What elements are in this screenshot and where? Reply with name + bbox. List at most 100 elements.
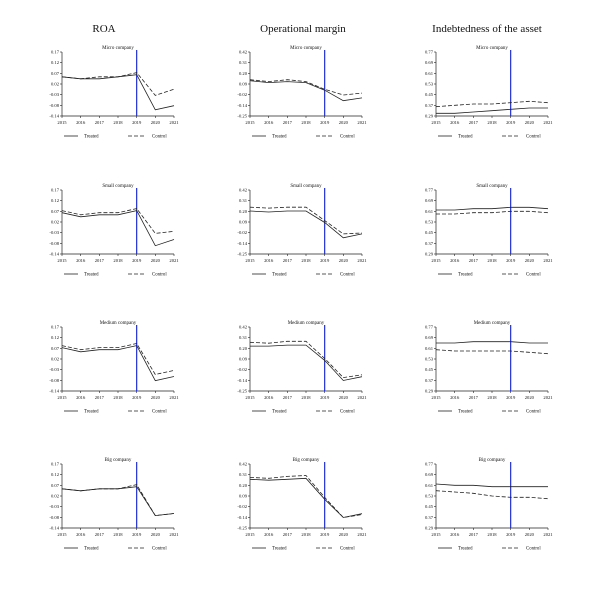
- x-tick-label: 2020: [339, 258, 349, 263]
- series-line-treated: [61, 345, 175, 382]
- panel-11: Big company0.770.690.610.530.450.370.292…: [425, 458, 553, 552]
- y-tick-label: 0.31: [239, 335, 248, 340]
- x-tick-label: 2018: [113, 120, 123, 125]
- x-tick-label: 2017: [95, 395, 105, 400]
- panel-7: Medium company 0.42 0.31 0.20 0.09 -0.02 -0.14…: [237, 321, 367, 415]
- y-tick-label: 0.42: [239, 188, 248, 193]
- x-tick-label: 2021: [543, 395, 553, 400]
- column-title-roa: ROA: [92, 23, 115, 35]
- y-tick-label: -0.02: [237, 504, 247, 509]
- series-line-control: [435, 349, 549, 355]
- y-tick-label: 0.37: [425, 241, 434, 246]
- y-tick-label: -0.08: [49, 103, 59, 108]
- y-tick-label: 0.02: [51, 494, 60, 499]
- y-tick-label: 0.45: [425, 367, 434, 372]
- panel-title: Medium company: [100, 321, 137, 326]
- x-tick-label: 2021: [357, 258, 367, 263]
- series-line-control: [61, 484, 175, 517]
- panel-title: Micro company: [102, 46, 134, 51]
- x-tick-label: 2018: [487, 258, 497, 263]
- panel-title: Big company: [479, 458, 506, 463]
- y-tick-label: 0.29: [425, 114, 434, 119]
- x-tick-label: 2017: [283, 395, 293, 400]
- legend-label-treated: Treated: [272, 135, 287, 140]
- x-tick-label: 2016: [264, 120, 274, 125]
- x-tick-label: 2019: [132, 532, 142, 537]
- y-tick-label: 0.20: [239, 483, 248, 488]
- panel-title: Small company: [476, 184, 508, 189]
- y-tick-label: -0.14: [49, 389, 59, 394]
- y-tick-label: 0.42: [239, 50, 248, 55]
- x-tick-label: 2021: [543, 120, 553, 125]
- series-line-control: [249, 475, 363, 518]
- y-tick-label: 0.42: [239, 462, 248, 467]
- x-tick-label: 2017: [469, 258, 479, 263]
- y-tick-label: 0.61: [425, 71, 434, 76]
- series-line-control: [61, 208, 175, 234]
- y-tick-label: 0.07: [51, 346, 60, 351]
- x-tick-label: 2015: [57, 395, 67, 400]
- y-tick-label: 0.37: [425, 515, 434, 520]
- series-line-control: [249, 340, 363, 379]
- legend-label-control: Control: [152, 547, 167, 552]
- y-tick-label: 0.12: [51, 60, 60, 65]
- series-line-control: [249, 206, 363, 235]
- legend-label-control: Control: [340, 273, 355, 278]
- panel-10: Big company 0.42 0.31 0.20 0.09 -0.02 -0.14 -0.…: [237, 458, 367, 552]
- legend-label-treated: Treated: [458, 547, 473, 552]
- y-tick-label: 0.31: [239, 472, 248, 477]
- y-tick-label: 0.31: [239, 198, 248, 203]
- y-tick-label: 0.31: [239, 60, 248, 65]
- series-line-treated: [436, 206, 549, 211]
- series-line-treated: [249, 210, 363, 239]
- y-tick-label: 0.29: [425, 252, 434, 257]
- y-tick-label: 0.09: [239, 82, 248, 87]
- y-tick-label: 0.12: [51, 198, 60, 203]
- y-tick-label: -0.14: [237, 241, 247, 246]
- y-tick-label: -0.03: [49, 504, 59, 509]
- x-tick-label: 2020: [525, 532, 535, 537]
- panel-9: Big company 0.17 0.12 0.07 0.02 -0.03 -0.08 -0.…: [49, 458, 179, 552]
- y-tick-label: 0.17: [51, 462, 60, 467]
- panel-5: Small company 0.77 0.69 0.61 0.53 0.45 0.37 0.2…: [425, 184, 553, 278]
- legend-label-control: Control: [526, 410, 541, 415]
- x-tick-label: 2018: [487, 532, 497, 537]
- x-tick-label: 2017: [469, 395, 479, 400]
- panel-4: Small company 0.42 0.31 0.20 0.09 -0.02 -0.14 -…: [237, 184, 367, 278]
- panel-title: Big company: [293, 458, 320, 463]
- x-tick-label: 2020: [339, 120, 349, 125]
- y-tick-label: -0.08: [49, 378, 59, 383]
- x-tick-label: 2020: [339, 532, 349, 537]
- x-tick-label: 2015: [431, 395, 441, 400]
- legend-label-treated: Treated: [272, 410, 287, 415]
- y-tick-label: 0.77: [425, 188, 434, 193]
- panel-6: Medium company 0.17 0.12 0.07 0.02 -0.03 -0.08…: [49, 321, 179, 415]
- panel-2: Micro company 0.77 0.69 0.61 0.53 0.45 0.37 0.2…: [425, 46, 553, 140]
- legend-label-treated: Treated: [84, 410, 99, 415]
- y-tick-label: 0.61: [425, 346, 434, 351]
- x-tick-label: 2020: [151, 258, 161, 263]
- legend-label-treated: Treated: [272, 273, 287, 278]
- y-tick-label: 0.69: [425, 60, 434, 65]
- y-tick-label: -0.25: [237, 252, 247, 257]
- legend-label-treated: Treated: [84, 547, 99, 552]
- legend-label-control: Control: [526, 273, 541, 278]
- x-tick-label: 2021: [169, 395, 179, 400]
- y-tick-label: -0.25: [237, 526, 247, 531]
- x-tick-label: 2016: [450, 258, 460, 263]
- panel-title: Micro company: [290, 46, 322, 51]
- x-tick-label: 2017: [95, 258, 105, 263]
- x-tick-label: 2018: [113, 395, 123, 400]
- y-tick-label: 0.61: [425, 483, 434, 488]
- panel-0: Micro company 0.17 0.12 0.07 0.02 -0.03 -0.08 -…: [49, 46, 179, 140]
- x-tick-label: 2018: [113, 532, 123, 537]
- series-line-control: [435, 100, 549, 108]
- x-tick-label: 2016: [450, 395, 460, 400]
- x-tick-label: 2015: [57, 258, 67, 263]
- y-tick-label: 0.61: [425, 209, 434, 214]
- x-tick-label: 2018: [487, 120, 497, 125]
- x-tick-label: 2019: [132, 120, 142, 125]
- legend-label-treated: Treated: [458, 410, 473, 415]
- legend-label-control: Control: [526, 547, 541, 552]
